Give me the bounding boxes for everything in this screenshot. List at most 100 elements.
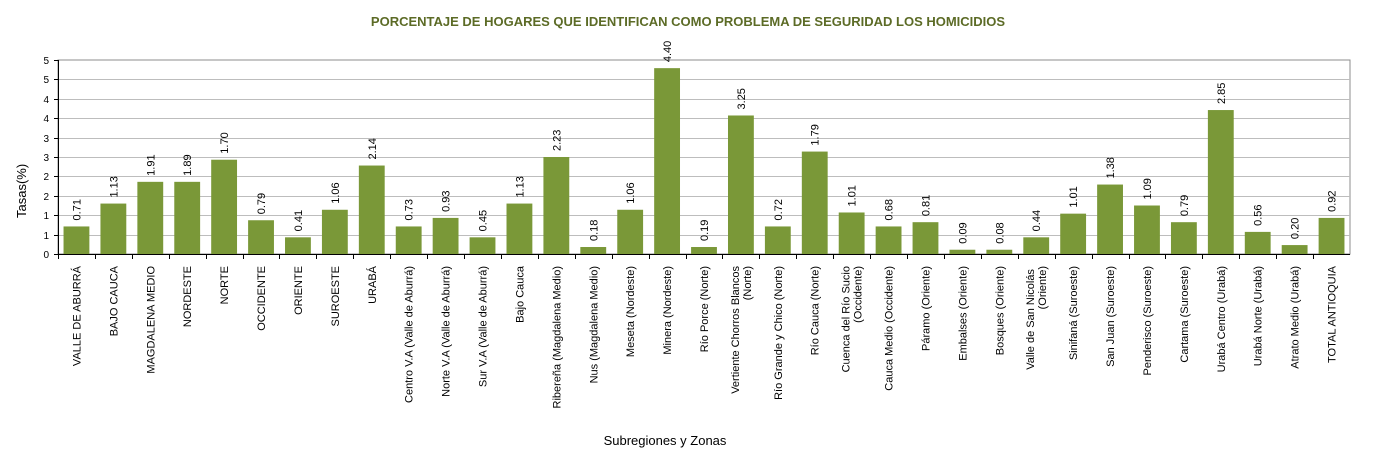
data-label: 1.01 bbox=[1068, 186, 1080, 207]
y-tick-label: 2 bbox=[43, 192, 49, 203]
data-label: 0.72 bbox=[773, 199, 785, 220]
data-label: 0.93 bbox=[441, 190, 453, 211]
data-label: 0.79 bbox=[1179, 195, 1191, 216]
bar bbox=[358, 165, 385, 254]
data-label: 1.70 bbox=[219, 132, 231, 153]
category-label-line: Minera (Nordeste) bbox=[662, 266, 674, 355]
category-label: TOTAL ANTIOQUIA bbox=[1327, 265, 1339, 363]
category-label: Minera (Nordeste) bbox=[662, 266, 674, 355]
y-tick-label: 0 bbox=[43, 250, 49, 261]
category-label: Río Porce (Norte) bbox=[699, 266, 711, 352]
category-label: OCCIDENTE bbox=[256, 266, 268, 331]
category-label-line: NORDESTE bbox=[182, 266, 194, 327]
category-label-line: Cuenca del Río Sucio bbox=[841, 266, 853, 372]
x-axis-label: Subregiones y Zonas bbox=[603, 433, 727, 448]
data-label: 0.19 bbox=[699, 220, 711, 241]
data-label: 0.79 bbox=[256, 193, 268, 214]
bar bbox=[875, 226, 902, 254]
bar bbox=[248, 220, 274, 254]
data-label: 0.20 bbox=[1290, 218, 1302, 239]
data-label: 0.71 bbox=[71, 199, 83, 220]
category-label-line: Ribereña (Magdalena Medio) bbox=[551, 266, 563, 408]
category-label: MAGDALENA MEDIO bbox=[145, 266, 157, 374]
data-label: 0.81 bbox=[920, 195, 932, 216]
category-label-line: Cauca Medio (Occidente) bbox=[884, 266, 896, 391]
category-label: Penderisco (Suroeste) bbox=[1142, 266, 1154, 375]
category-label-line: Urabá Norte (Urabá) bbox=[1253, 266, 1265, 366]
y-tick-label: 4 bbox=[43, 95, 49, 106]
category-label-line: Centro V.A (Valle de Aburrá) bbox=[404, 266, 416, 403]
y-tick-label: 1 bbox=[43, 211, 49, 222]
category-label: Valle de San Nicolás (Oriente) bbox=[1025, 266, 1049, 370]
category-label: Vertiente Chorros Blancos(Norte) bbox=[730, 266, 754, 394]
bar bbox=[469, 237, 496, 254]
y-tick-label: 4 bbox=[43, 114, 49, 125]
category-label: URABÁ bbox=[366, 265, 379, 304]
category-label: Meseta (Nordeste) bbox=[625, 266, 637, 357]
category-label-line: Atrato Medio (Urabá) bbox=[1290, 266, 1302, 369]
bar bbox=[211, 159, 238, 254]
bar bbox=[1207, 110, 1234, 254]
category-label: Cartama (Suroeste) bbox=[1179, 266, 1191, 363]
category-label-line: SUROESTE bbox=[330, 266, 342, 327]
bar bbox=[432, 217, 459, 254]
category-label: Río Grande y Chico (Norte) bbox=[773, 266, 785, 400]
bar bbox=[543, 157, 570, 254]
data-label: 2.85 bbox=[1216, 83, 1228, 104]
data-label: 0.08 bbox=[994, 222, 1006, 243]
category-label-line: Bosques (Oriente) bbox=[994, 266, 1006, 355]
data-label: 0.41 bbox=[293, 210, 305, 231]
category-label-line: OCCIDENTE bbox=[256, 266, 268, 331]
category-label: Sinifaná (Suroeste) bbox=[1068, 266, 1080, 360]
bar bbox=[727, 115, 754, 254]
data-label: 3.25 bbox=[736, 88, 748, 109]
data-label: 0.92 bbox=[1327, 190, 1339, 211]
category-label-line: Río Cauca (Norte) bbox=[810, 266, 822, 355]
data-label: 0.09 bbox=[957, 222, 969, 243]
category-label: Cuenca del Río Sucio(Occidente) bbox=[841, 266, 865, 372]
data-label: 0.56 bbox=[1253, 204, 1265, 225]
data-label: 2.23 bbox=[551, 130, 563, 151]
y-tick-label: 3 bbox=[43, 134, 49, 145]
category-label-line: (Norte) bbox=[742, 266, 754, 300]
category-label: Bosques (Oriente) bbox=[994, 266, 1006, 355]
category-label-line: Río Grande y Chico (Norte) bbox=[773, 266, 785, 400]
category-label: Ribereña (Magdalena Medio) bbox=[551, 266, 563, 408]
data-label: 0.45 bbox=[478, 210, 490, 231]
bar bbox=[100, 203, 127, 254]
y-tick-label: 5 bbox=[43, 56, 49, 67]
y-tick-label: 5 bbox=[43, 75, 49, 86]
data-label: 1.13 bbox=[514, 176, 526, 197]
data-label: 0.73 bbox=[404, 199, 416, 220]
bar bbox=[580, 247, 607, 254]
bar bbox=[1060, 213, 1087, 254]
category-label: San Juan (Suroeste) bbox=[1105, 266, 1117, 367]
bar bbox=[174, 181, 201, 254]
data-label: 1.38 bbox=[1105, 157, 1117, 178]
category-label: Urabá Centro (Urabá) bbox=[1216, 266, 1228, 372]
bar bbox=[137, 181, 164, 254]
data-label: 2.14 bbox=[367, 138, 379, 159]
category-label-line: URABÁ bbox=[366, 265, 379, 304]
bar bbox=[321, 209, 348, 254]
bar bbox=[949, 249, 976, 254]
category-label: Cauca Medio (Occidente) bbox=[884, 266, 896, 391]
category-label-line: Sinifaná (Suroeste) bbox=[1068, 266, 1080, 360]
data-label: 0.18 bbox=[588, 220, 600, 241]
category-label-line: (Oriente) bbox=[1037, 266, 1049, 309]
category-label-line: Norte V.A (Valle de Aburrá) bbox=[441, 266, 453, 397]
category-label-line: Valle de San Nicolás bbox=[1025, 266, 1037, 370]
category-label-line: Páramo (Oriente) bbox=[920, 266, 932, 351]
category-label-line: BAJO CAUCA bbox=[108, 265, 120, 336]
category-label-line: Embalses (Oriente) bbox=[957, 266, 969, 361]
category-label: SUROESTE bbox=[330, 266, 342, 327]
bar bbox=[1281, 245, 1308, 254]
data-label: 1.13 bbox=[108, 176, 120, 197]
category-label-line: ORIENTE bbox=[293, 266, 305, 315]
category-label-line: Bajo Cauca bbox=[514, 265, 526, 323]
category-label-line: (Occidente) bbox=[853, 266, 865, 323]
category-label: VALLE DE ABURRÁ bbox=[70, 265, 83, 366]
category-label-line: Cartama (Suroeste) bbox=[1179, 266, 1191, 363]
bar bbox=[617, 209, 644, 254]
data-label: 4.40 bbox=[662, 41, 674, 62]
